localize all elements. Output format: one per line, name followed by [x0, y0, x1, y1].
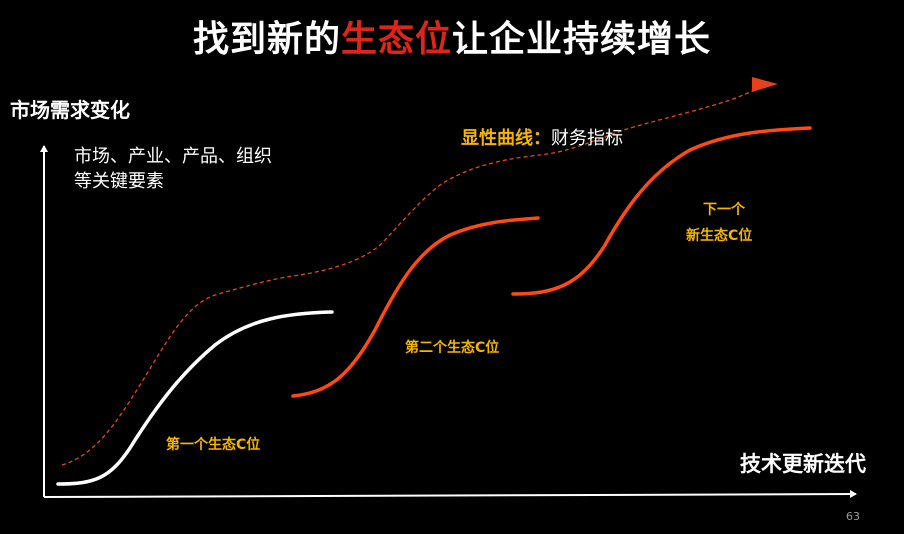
dashed-trend-curve: [61, 83, 771, 466]
y-axis-description: 市场、产业、产品、组织 等关键要素: [74, 144, 314, 194]
page-title: 找到新的生态位让企业持续增长: [0, 10, 904, 62]
dashed-trend-arrowhead: [752, 77, 778, 92]
title-highlight: 生态位: [340, 19, 452, 60]
first-curve-label: 第一个生态C位: [166, 437, 261, 453]
third-s-curve: [511, 126, 812, 296]
x-axis: [43, 490, 857, 499]
title-pre: 找到新的: [192, 19, 341, 60]
next-curve-label-line2: 新生态C位: [686, 228, 753, 244]
legend-value: 财务指标: [551, 128, 623, 149]
second-curve-label: 第二个生态C位: [405, 340, 500, 356]
title-post: 让企业持续增长: [452, 19, 712, 60]
x-axis-label: 技术更新迭代: [740, 452, 866, 476]
y-axis-description-line: 等关键要素: [74, 171, 164, 192]
y-axis-label: 市场需求变化: [10, 98, 130, 122]
first-s-curve: [56, 310, 334, 486]
y-axis-description-line: 市场、产业、产品、组织: [74, 146, 272, 167]
page-number: 63: [846, 510, 860, 523]
second-s-curve: [291, 216, 540, 398]
legend: 显性曲线：财务指标: [461, 124, 623, 150]
next-curve-label-line1: 下一个: [703, 202, 745, 218]
legend-key: 显性曲线：: [461, 128, 551, 149]
